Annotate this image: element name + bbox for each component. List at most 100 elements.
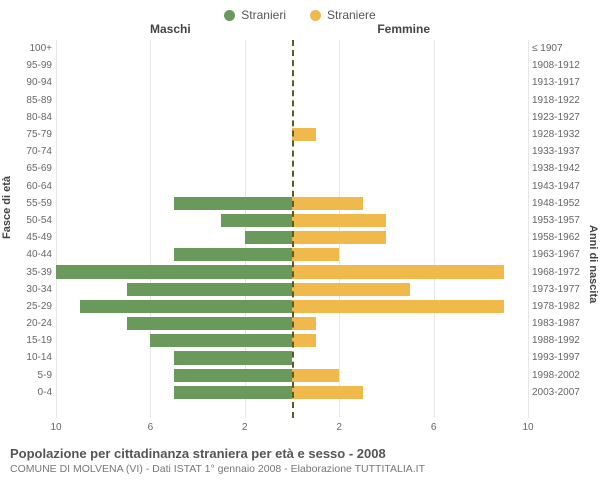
birth-year-label: 1968-1972 [532, 267, 590, 278]
age-label: 90-94 [16, 77, 52, 88]
x-tick: 6 [431, 422, 437, 433]
birth-year-label: 1923-1927 [532, 112, 590, 123]
legend-swatch-male [224, 10, 235, 21]
caption-subtitle: COMUNE DI MOLVENA (VI) - Dati ISTAT 1° g… [10, 463, 590, 475]
birth-year-label: 1988-1992 [532, 335, 590, 346]
age-row: 50-541953-1957 [56, 212, 528, 229]
caption: Popolazione per cittadinanza straniera p… [0, 442, 600, 475]
age-label: 70-74 [16, 146, 52, 157]
bar-area [56, 231, 528, 244]
bar-area [56, 94, 528, 107]
bar-area [56, 283, 528, 296]
gridline [528, 40, 529, 418]
bar-female [292, 265, 504, 278]
bar-female [292, 300, 504, 313]
bar-female [292, 128, 316, 141]
age-label: 65-69 [16, 163, 52, 174]
bar-area [56, 317, 528, 330]
bar-female [292, 317, 316, 330]
bar-male [245, 231, 292, 244]
bar-area [56, 128, 528, 141]
birth-year-label: 1933-1937 [532, 146, 590, 157]
bar-female [292, 231, 386, 244]
birth-year-label: 1953-1957 [532, 215, 590, 226]
age-label: 85-89 [16, 95, 52, 106]
age-row: 65-691938-1942 [56, 160, 528, 177]
birth-year-label: 1908-1912 [532, 60, 590, 71]
bar-female [292, 386, 363, 399]
birth-year-label: ≤ 1907 [532, 43, 590, 54]
age-row: 35-391968-1972 [56, 263, 528, 280]
bar-area [56, 265, 528, 278]
age-label: 5-9 [16, 370, 52, 381]
age-row: 45-491958-1962 [56, 229, 528, 246]
bar-female [292, 283, 410, 296]
bar-female [292, 197, 363, 210]
bar-area [56, 145, 528, 158]
birth-year-label: 2003-2007 [532, 387, 590, 398]
bar-female [292, 369, 339, 382]
age-row: 90-941913-1917 [56, 74, 528, 91]
age-label: 100+ [16, 43, 52, 54]
age-row: 80-841923-1927 [56, 109, 528, 126]
legend: Stranieri Straniere [0, 0, 600, 22]
age-row: 55-591948-1952 [56, 195, 528, 212]
legend-label-female: Straniere [327, 8, 376, 22]
age-label: 75-79 [16, 129, 52, 140]
age-row: 60-641943-1947 [56, 178, 528, 195]
column-header-male: Maschi [150, 22, 191, 36]
bar-male [174, 248, 292, 261]
bar-male [174, 351, 292, 364]
age-row: 85-891918-1922 [56, 92, 528, 109]
bar-male [56, 265, 292, 278]
age-label: 95-99 [16, 60, 52, 71]
bar-area [56, 248, 528, 261]
birth-year-label: 1998-2002 [532, 370, 590, 381]
age-row: 15-191988-1992 [56, 332, 528, 349]
x-tick: 2 [336, 422, 342, 433]
bar-male [80, 300, 292, 313]
x-axis: 10622610 [56, 422, 528, 436]
age-row: 5-91998-2002 [56, 367, 528, 384]
age-row: 75-791928-1932 [56, 126, 528, 143]
legend-item-female: Straniere [310, 8, 376, 22]
column-header-female: Femmine [377, 22, 430, 36]
bar-area [56, 386, 528, 399]
age-row: 30-341973-1977 [56, 281, 528, 298]
bar-male [150, 334, 292, 347]
age-label: 15-19 [16, 335, 52, 346]
legend-swatch-female [310, 10, 321, 21]
birth-year-label: 1928-1932 [532, 129, 590, 140]
age-label: 60-64 [16, 181, 52, 192]
bar-area [56, 369, 528, 382]
birth-year-label: 1948-1952 [532, 198, 590, 209]
bar-area [56, 76, 528, 89]
bar-male [174, 197, 292, 210]
birth-year-label: 1913-1917 [532, 77, 590, 88]
age-label: 80-84 [16, 112, 52, 123]
x-tick: 6 [148, 422, 154, 433]
age-label: 0-4 [16, 387, 52, 398]
birth-year-label: 1983-1987 [532, 318, 590, 329]
x-tick: 10 [50, 422, 61, 433]
bar-male [127, 283, 292, 296]
caption-title: Popolazione per cittadinanza straniera p… [10, 446, 590, 461]
legend-label-male: Stranieri [241, 8, 286, 22]
birth-year-label: 1963-1967 [532, 249, 590, 260]
birth-year-label: 1973-1977 [532, 284, 590, 295]
rows-container: 100+≤ 190795-991908-191290-941913-191785… [56, 40, 528, 418]
bar-area [56, 214, 528, 227]
age-label: 10-14 [16, 352, 52, 363]
y-axis-title-left: Fasce di età [1, 225, 13, 239]
birth-year-label: 1958-1962 [532, 232, 590, 243]
bar-area [56, 334, 528, 347]
bar-area [56, 300, 528, 313]
age-label: 30-34 [16, 284, 52, 295]
age-row: 70-741933-1937 [56, 143, 528, 160]
bar-area [56, 111, 528, 124]
age-label: 50-54 [16, 215, 52, 226]
bar-male [174, 369, 292, 382]
age-label: 40-44 [16, 249, 52, 260]
bar-area [56, 162, 528, 175]
pyramid-chart: Maschi Femmine Fasce di età Anni di nasc… [0, 22, 600, 442]
